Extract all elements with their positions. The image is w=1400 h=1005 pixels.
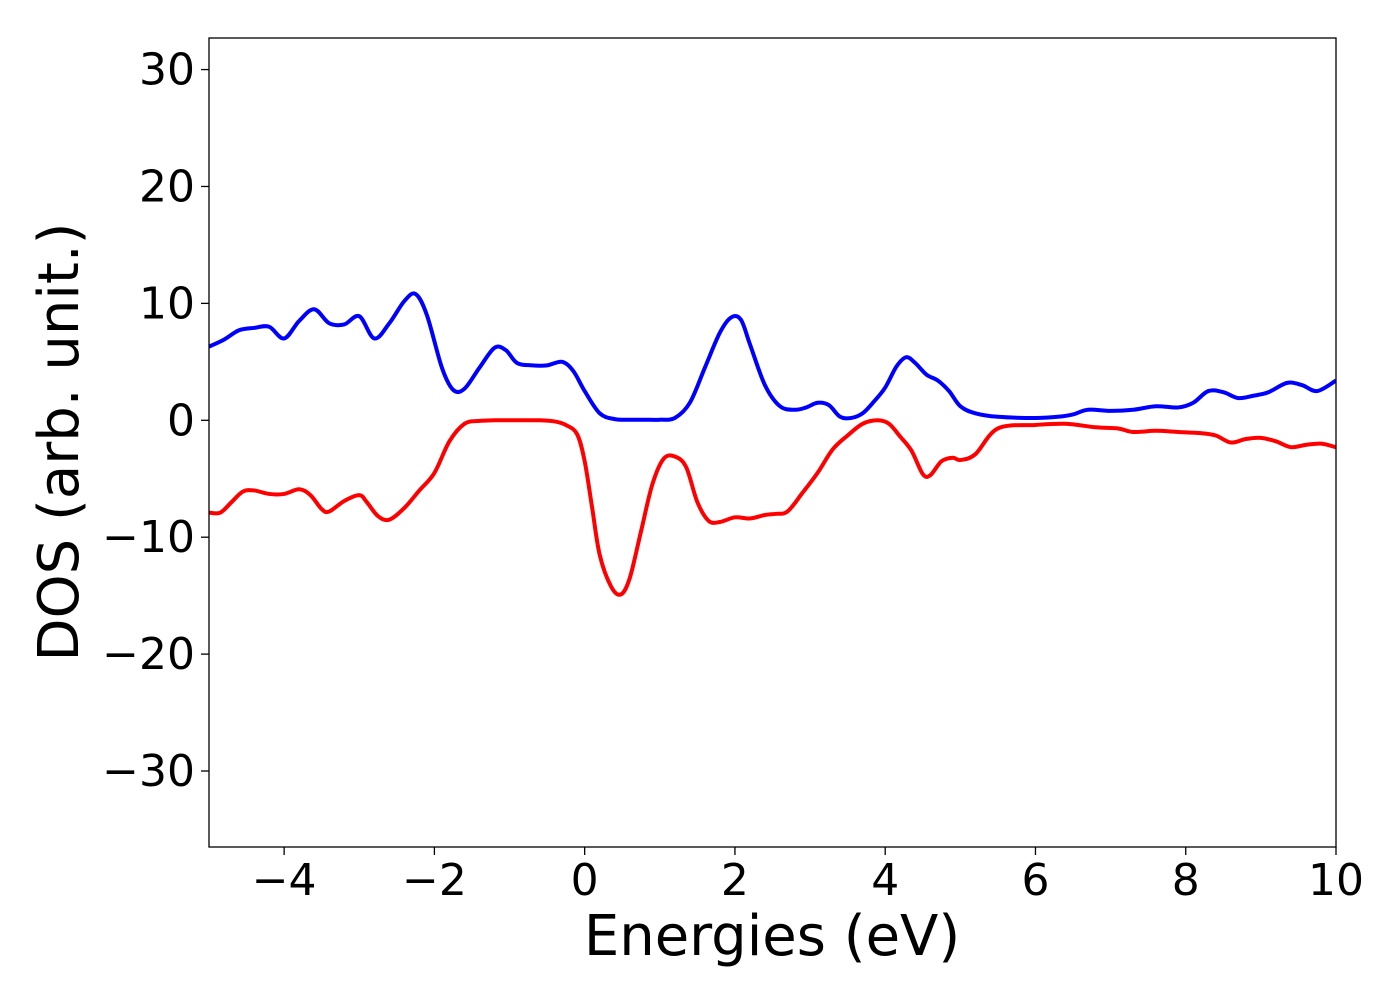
x-tick-label: 4 xyxy=(871,855,899,906)
y-tick-label: −20 xyxy=(102,629,195,680)
x-tick-label: 8 xyxy=(1172,855,1200,906)
x-tick-label: −2 xyxy=(402,855,467,906)
y-axis-ticks: −30 −20 −10 0 10 20 30 xyxy=(102,45,209,797)
x-tick-label: 6 xyxy=(1021,855,1049,906)
x-axis-ticks: −4 −2 0 2 4 6 8 10 xyxy=(252,847,1364,906)
series-line-0 xyxy=(209,291,1336,422)
x-tick-label: 10 xyxy=(1308,855,1364,906)
y-axis-label: DOS (arb. unit.) xyxy=(27,222,92,661)
x-tick-label: −4 xyxy=(252,855,317,906)
y-tick-label: 20 xyxy=(139,161,195,212)
x-tick-label: 0 xyxy=(571,855,599,906)
y-tick-label: −10 xyxy=(102,512,195,563)
y-tick-label: −30 xyxy=(102,746,195,797)
series-line-1 xyxy=(209,418,1336,597)
y-tick-label: 0 xyxy=(167,395,195,446)
y-tick-label: 10 xyxy=(139,278,195,329)
x-tick-label: 2 xyxy=(721,855,749,906)
y-tick-label: 30 xyxy=(139,45,195,96)
plot-frame xyxy=(208,37,1337,848)
x-axis-label: Energies (eV) xyxy=(584,904,960,969)
series-layer xyxy=(209,291,1336,597)
